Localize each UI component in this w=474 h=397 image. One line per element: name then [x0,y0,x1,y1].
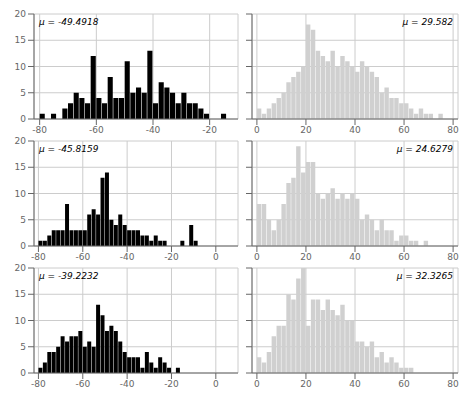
html-text:μ = -39.2232: μ = -39.2232 [39,271,99,281]
html-text:μ = 24.6279: μ = 24.6279 [396,144,453,154]
svg-text:60: 60 [398,379,410,389]
svg-text:-80: -80 [31,252,46,262]
svg-text:10: 10 [15,189,27,199]
svg-text:5: 5 [20,342,26,352]
svg-text:60: 60 [398,125,410,135]
svg-text:0: 0 [213,252,219,262]
svg-text:20: 20 [15,136,27,146]
svg-text:-60: -60 [75,252,90,262]
svg-text:-60: -60 [75,379,90,389]
svg-text:-20: -20 [164,252,179,262]
svg-text:5: 5 [20,215,26,225]
svg-text:-20: -20 [202,125,217,135]
svg-text:20: 20 [300,379,312,389]
svg-text:40: 40 [349,379,361,389]
svg-text:20: 20 [15,9,27,19]
svg-text:40: 40 [349,125,361,135]
svg-text:-40: -40 [146,125,161,135]
svg-text:60: 60 [398,252,410,262]
svg-text:-40: -40 [120,379,135,389]
svg-text:0: 0 [20,114,26,124]
html-text:μ = -45.8159: μ = -45.8159 [39,144,99,154]
svg-text:5: 5 [20,88,26,98]
html-text:μ = 32.3265: μ = 32.3265 [396,271,453,281]
svg-text:15: 15 [15,162,26,172]
html-text:μ = -49.4918: μ = -49.4918 [39,17,99,27]
svg-text:10: 10 [15,316,27,326]
svg-text:-80: -80 [32,125,47,135]
svg-text:-80: -80 [31,379,46,389]
svg-text:-40: -40 [120,252,135,262]
svg-text:20: 20 [15,263,27,273]
svg-text:0: 0 [254,379,260,389]
svg-text:80: 80 [447,379,459,389]
svg-text:15: 15 [15,35,26,45]
svg-text:80: 80 [447,252,459,262]
svg-text:20: 20 [300,125,312,135]
svg-text:-20: -20 [164,379,179,389]
svg-text:40: 40 [349,252,361,262]
svg-text:15: 15 [15,289,26,299]
html-text:μ = 29.582: μ = 29.582 [402,17,453,27]
svg-text:0: 0 [213,379,219,389]
svg-text:80: 80 [447,125,459,135]
svg-text:0: 0 [254,252,260,262]
svg-text:10: 10 [15,62,27,72]
svg-text:0: 0 [20,241,26,251]
svg-text:0: 0 [254,125,260,135]
svg-text:20: 20 [300,252,312,262]
svg-text:0: 0 [20,368,26,378]
svg-text:-60: -60 [89,125,104,135]
